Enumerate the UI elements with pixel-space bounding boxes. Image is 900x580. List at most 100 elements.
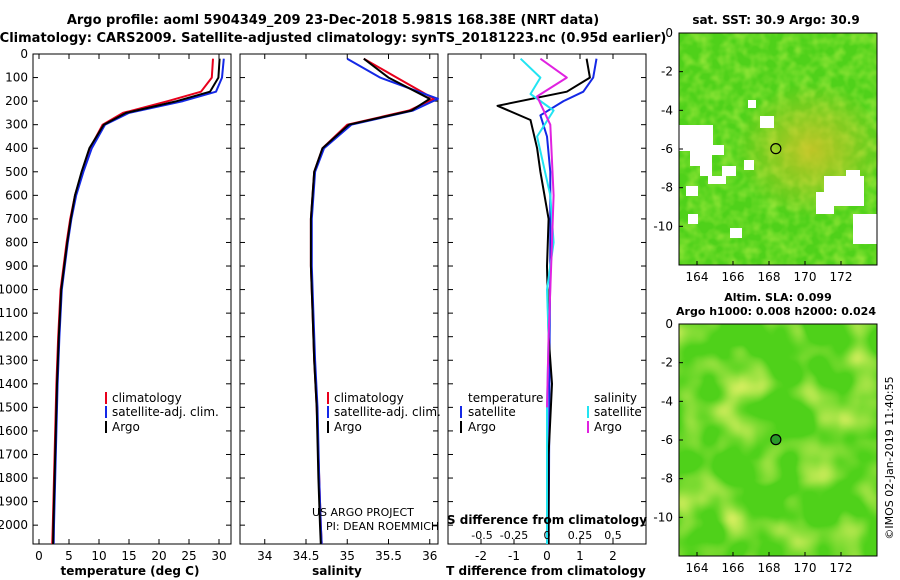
pressure-tick-label: 400 xyxy=(5,141,28,155)
pressure-tick-label: 1800 xyxy=(0,471,28,485)
temperature-series xyxy=(51,58,225,545)
pressure-tick-label: 1900 xyxy=(0,495,28,509)
lon-tick-label: 168 xyxy=(758,270,781,284)
pressure-tick-label: 1600 xyxy=(0,424,28,438)
x-tick-label: 0 xyxy=(543,549,551,563)
sla-map-axes: 164 166 168 170 172 0 -2 -4 -6 -8 -10 xyxy=(653,317,852,575)
pressure-tick-label: 700 xyxy=(5,212,28,226)
temperature-legend: climatology satellite-adj. clim. Argo xyxy=(105,391,219,434)
salinity-axis: 34 34.5 35 35.5 36 xyxy=(257,54,437,563)
x-tick-label: 5 xyxy=(65,549,73,563)
legend-satellite: satellite-adj. clim. xyxy=(112,405,219,419)
pressure-tick-label: 1200 xyxy=(0,330,28,344)
lat-tick-label: -2 xyxy=(661,356,673,370)
s-tick-label: 0.5 xyxy=(604,529,622,542)
lat-tick-label: -4 xyxy=(661,394,673,408)
lon-tick-label: 164 xyxy=(686,270,709,284)
legend-argo: Argo xyxy=(334,420,362,434)
title-line-2: Climatology: CARS2009. Satellite-adjuste… xyxy=(0,31,666,46)
x-tick-label: 10 xyxy=(91,549,106,563)
legend-t-argo: Argo xyxy=(468,420,496,434)
legend-salinity-header: salinity xyxy=(594,391,637,405)
series-line-argo xyxy=(309,57,431,545)
pressure-tick-label: 300 xyxy=(5,118,28,132)
credit-line-2: PI: DEAN ROEMMICH xyxy=(326,520,439,533)
sst-map-title: sat. SST: 30.9 Argo: 30.9 xyxy=(692,13,859,27)
pressure-tick-label: 100 xyxy=(5,71,28,85)
sla-argo-location-marker xyxy=(770,434,782,446)
salinity-xlabel: salinity xyxy=(312,564,362,578)
series-line-argo xyxy=(52,58,221,545)
s-tick-label: 0.25 xyxy=(568,529,593,542)
s-tick-label: 0 xyxy=(544,529,551,542)
x-tick-label: 0 xyxy=(35,549,43,563)
sst-map-panel: sat. SST: 30.9 Argo: 30.9 164 166 168 170 17… xyxy=(653,13,880,284)
lon-tick-label: 166 xyxy=(722,561,745,575)
pressure-tick-label: 2000 xyxy=(0,518,28,532)
pressure-tick-label: 600 xyxy=(5,188,28,202)
salinity-pressure-ticks xyxy=(240,53,438,526)
legend-temperature-header: temperature xyxy=(468,391,543,405)
lat-tick-label: -6 xyxy=(661,433,673,447)
lon-tick-label: 172 xyxy=(830,561,853,575)
lat-tick-label: -6 xyxy=(661,142,673,156)
salinity-panel-frame xyxy=(239,53,439,545)
pressure-tick-label: 1000 xyxy=(0,283,28,297)
salinity-series xyxy=(309,57,439,545)
lon-tick-label: 170 xyxy=(794,561,817,575)
difference-pressure-ticks xyxy=(448,53,646,526)
pressure-tick-label: 500 xyxy=(5,165,28,179)
s-tick-label: -0.5 xyxy=(471,529,492,542)
lon-tick-label: 170 xyxy=(794,270,817,284)
lat-tick-label: -8 xyxy=(661,472,673,486)
salinity-panel: 34 34.5 35 35.5 36 salinity climatology sate… xyxy=(239,53,441,578)
temperature-panel: 0100200300400500600700800900100011001200… xyxy=(0,47,232,578)
legend-t-satellite: satellite xyxy=(468,405,516,419)
sst-argo-location-marker xyxy=(770,143,782,155)
t-difference-xlabel: T difference from climatology xyxy=(446,564,646,578)
pressure-tick-label: 1700 xyxy=(0,447,28,461)
lat-tick-label: -8 xyxy=(661,181,673,195)
pressure-tick-label: 1100 xyxy=(0,306,28,320)
pressure-tick-label: 0 xyxy=(20,47,28,61)
x-tick-label: -2 xyxy=(475,549,487,563)
imos-credit: ©IMOS 02-Jan-2019 11:40:55 xyxy=(883,376,896,539)
x-tick-label: 35.5 xyxy=(375,549,402,563)
temperature-axis: 0 5 10 15 20 25 30 xyxy=(35,54,227,563)
x-tick-label: 34 xyxy=(257,549,272,563)
sla-map-subtitle: Argo h1000: 0.008 h2000: 0.024 xyxy=(676,305,876,318)
pressure-tick-label: 1500 xyxy=(0,400,28,414)
legend-satellite: satellite-adj. clim. xyxy=(334,405,441,419)
salinity-legend: climatology satellite-adj. clim. Argo xyxy=(327,391,441,434)
s-difference-ticks: -0.5 -0.25 0 0.25 0.5 xyxy=(471,529,621,542)
series-line-t-argo xyxy=(496,58,591,544)
x-tick-label: -1 xyxy=(508,549,520,563)
difference-panel: -2 -1 0 1 2 T difference from climatology S … xyxy=(446,53,647,578)
lon-tick-label: 172 xyxy=(830,270,853,284)
x-tick-label: 2 xyxy=(609,549,617,563)
legend-climatology: climatology xyxy=(334,391,404,405)
difference-legend-salinity: salinity satellite Argo xyxy=(587,391,642,434)
x-tick-label: 34.5 xyxy=(293,549,320,563)
difference-series xyxy=(496,57,598,544)
x-tick-label: 20 xyxy=(151,549,166,563)
legend-argo: Argo xyxy=(112,420,140,434)
sst-map-axes: 164 166 168 170 172 0 -2 -4 -6 -8 -10 xyxy=(653,26,852,284)
lat-tick-label: -2 xyxy=(661,65,673,79)
credit-line-1: US ARGO PROJECT xyxy=(312,506,414,519)
temperature-xlabel: temperature (deg C) xyxy=(61,564,200,578)
x-tick-label: 25 xyxy=(181,549,196,563)
pressure-tick-label: 1400 xyxy=(0,377,28,391)
sla-map-panel: Altim. SLA: 0.099 Argo h1000: 0.008 h200… xyxy=(653,291,878,575)
lat-tick-label: 0 xyxy=(665,317,673,331)
sst-missing-data xyxy=(679,100,877,244)
pressure-tick-label: 200 xyxy=(5,94,28,108)
lat-tick-label: -10 xyxy=(653,510,673,524)
pressure-tick-label: 1300 xyxy=(0,353,28,367)
title-line-1: Argo profile: aoml 5904349_209 23-Dec-20… xyxy=(67,13,599,28)
series-line-s-argo xyxy=(536,57,568,408)
x-tick-label: 30 xyxy=(211,549,226,563)
legend-s-argo: Argo xyxy=(594,420,622,434)
sla-map-title: Altim. SLA: 0.099 xyxy=(724,291,831,304)
